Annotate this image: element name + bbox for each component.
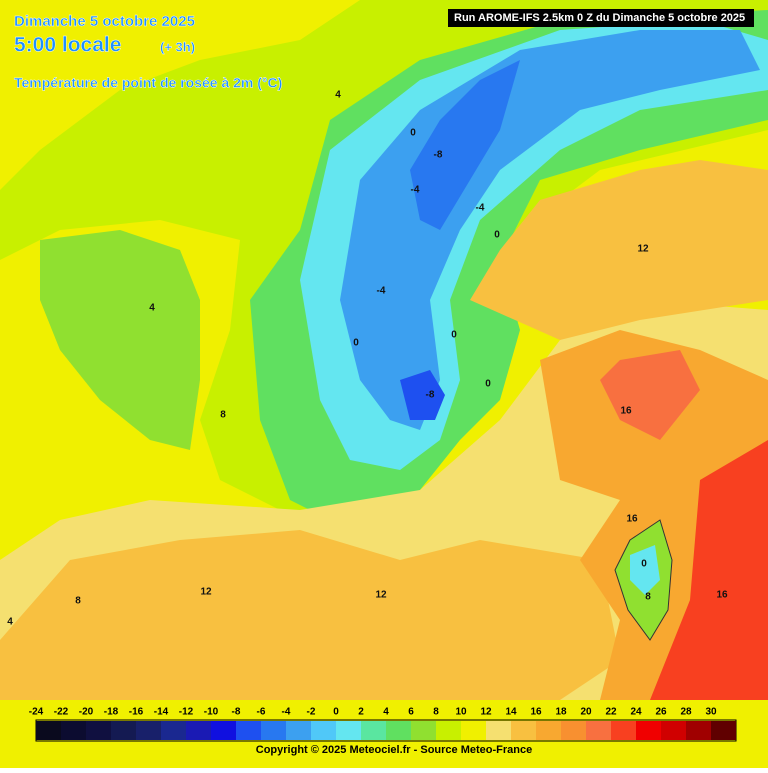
contour-label: 4 [7, 617, 13, 628]
legend-swatch [511, 721, 536, 740]
legend-label: -12 [179, 707, 194, 718]
region-redorange [600, 350, 700, 440]
legend-swatch [261, 721, 286, 740]
legend-label: 4 [383, 707, 389, 718]
legend-swatch [136, 721, 161, 740]
legend-label: 0 [333, 707, 339, 718]
contour-label: 0 [494, 230, 500, 241]
legend-label: 30 [705, 707, 717, 718]
legend-swatch [661, 721, 686, 740]
legend-swatch [211, 721, 236, 740]
legend-label: -24 [29, 707, 44, 718]
legend-swatch [486, 721, 511, 740]
contour-label: 0 [410, 128, 416, 139]
region-darkblue [410, 60, 520, 230]
legend-swatch [536, 721, 561, 740]
run-info: Run AROME-IFS 2.5km 0 Z du Dimanche 5 oc… [454, 12, 745, 24]
region-darkblue2 [400, 370, 445, 420]
date: Dimanche 5 octobre 2025 [14, 13, 195, 30]
time: 5:00 locale [14, 34, 121, 57]
legend-label: 16 [530, 707, 542, 718]
legend-label: -4 [282, 707, 291, 718]
legend-label: -20 [79, 707, 94, 718]
legend-label: 28 [680, 707, 692, 718]
legend-label: -16 [129, 707, 144, 718]
legend-label: -18 [104, 707, 119, 718]
legend-swatch [411, 721, 436, 740]
legend-label: 22 [605, 707, 617, 718]
contour-label: 12 [200, 587, 212, 598]
legend-swatch [186, 721, 211, 740]
legend-swatch [111, 721, 136, 740]
contour-label: 0 [641, 559, 647, 570]
legend-swatch [236, 721, 261, 740]
legend-swatch [636, 721, 661, 740]
legend-swatch [86, 721, 111, 740]
contour-label: 16 [626, 514, 638, 525]
legend-label: 26 [655, 707, 667, 718]
legend-swatch [711, 721, 736, 740]
contour-label: 16 [620, 406, 632, 417]
legend-label: -10 [204, 707, 219, 718]
contour-label: 8 [75, 596, 81, 607]
legend-swatch [561, 721, 586, 740]
contour-label: 4 [335, 90, 341, 101]
contour-label: 8 [220, 410, 226, 421]
legend-label: 8 [433, 707, 439, 718]
region-orange [470, 160, 768, 340]
legend-swatch [611, 721, 636, 740]
legend-label: -6 [257, 707, 266, 718]
legend-label: -22 [54, 707, 69, 718]
contour-label: 0 [451, 330, 457, 341]
legend-label: 6 [408, 707, 414, 718]
legend-swatch [361, 721, 386, 740]
legend-swatch [336, 721, 361, 740]
contour-label: -8 [426, 390, 435, 401]
legend-swatch [386, 721, 411, 740]
region-red [650, 440, 768, 700]
legend-swatch [161, 721, 186, 740]
contour-label: 4 [149, 303, 155, 314]
contour-label: 12 [375, 590, 387, 601]
legend-label: 12 [480, 707, 492, 718]
legend-swatch [36, 721, 61, 740]
legend-swatch [461, 721, 486, 740]
contour-label: -4 [476, 203, 485, 214]
legend-label: 2 [358, 707, 364, 718]
contour-label: 0 [485, 379, 491, 390]
run-box [448, 9, 754, 27]
region-sea [0, 530, 620, 700]
contour-label: -8 [434, 150, 443, 161]
legend-label: -8 [232, 707, 241, 718]
legend-swatch [286, 721, 311, 740]
contour-label: 0 [353, 338, 359, 349]
legend-label: 24 [630, 707, 642, 718]
legend-label: -14 [154, 707, 169, 718]
legend-label: 14 [505, 707, 517, 718]
copyright: Copyright © 2025 Meteociel.fr - Source M… [256, 744, 532, 756]
contour-label: 12 [637, 244, 649, 255]
legend-swatch [311, 721, 336, 740]
corsica-high [630, 545, 660, 595]
contour-label: -4 [411, 185, 420, 196]
legend-swatch [436, 721, 461, 740]
parameter: Température de point de rosée à 2m (°C) [14, 75, 282, 91]
legend-label: 10 [455, 707, 467, 718]
legend-swatch [686, 721, 711, 740]
legend-label: 20 [580, 707, 592, 718]
legend-swatch [586, 721, 611, 740]
legend-label: -2 [307, 707, 316, 718]
legend-label: 18 [555, 707, 567, 718]
legend-swatch [61, 721, 86, 740]
contour-label: -4 [377, 286, 386, 297]
contour-label: 8 [645, 592, 651, 603]
contour-label: 16 [716, 590, 728, 601]
offset: (+ 3h) [160, 39, 195, 54]
region-green [40, 230, 200, 450]
